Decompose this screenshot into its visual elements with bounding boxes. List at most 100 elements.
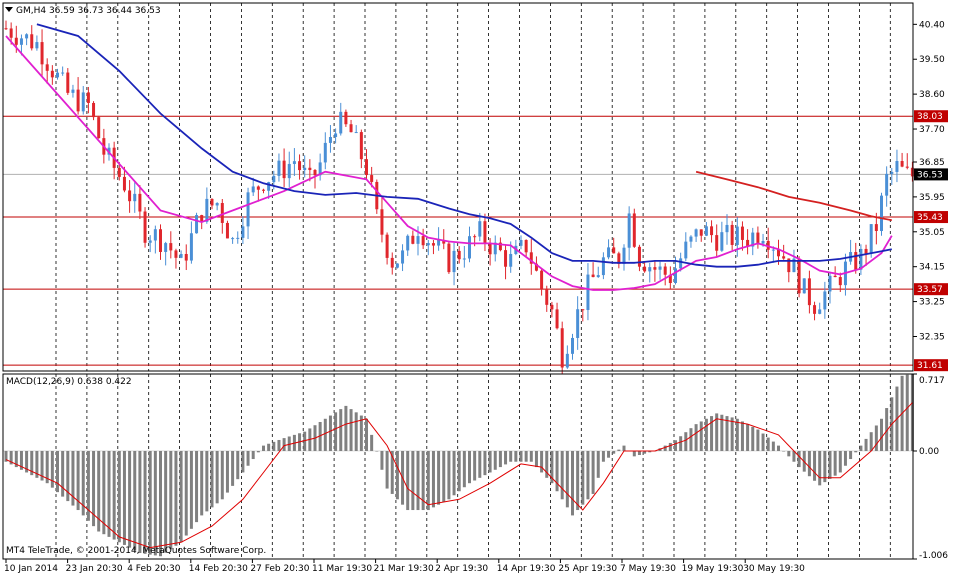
macd-bar (586, 450, 590, 500)
candle-body (581, 309, 585, 311)
candle-body (668, 274, 672, 284)
time-tick-label: 10 Jan 2014 (4, 564, 58, 574)
macd-bar (854, 450, 858, 453)
price-level-tag (914, 211, 948, 224)
macd-bar (205, 450, 209, 512)
macd-bar (14, 450, 18, 468)
macd-bar (385, 450, 389, 489)
candle-body (66, 72, 70, 93)
candle-body (262, 189, 265, 191)
candle-body (19, 38, 23, 45)
moving-averages (5, 23, 893, 291)
macd-bar (179, 450, 183, 543)
macd-bar (66, 450, 70, 502)
macd-tick-label: 0.717 (919, 376, 945, 386)
price-tick-label: 40.40 (919, 20, 945, 30)
time-tick-label: 2 Apr 19:30 (435, 564, 488, 574)
macd-bar (35, 450, 39, 478)
macd-bar (843, 450, 847, 466)
macd-bar (437, 450, 441, 505)
candle-body (632, 213, 636, 247)
candle-body (885, 173, 889, 196)
candle-body (251, 186, 255, 193)
macd-bar (97, 450, 101, 532)
macd-bar (766, 437, 770, 451)
candle-body (9, 28, 13, 38)
macd-bar (452, 450, 456, 496)
macd-bar (225, 450, 229, 493)
macd-bar (468, 450, 471, 484)
candle-body (30, 34, 34, 49)
moving-average-line (5, 35, 893, 291)
price-axis[interactable]: 40.40 39.50 38.60 37.70 36.85 35.95 35.05 34.15… (913, 20, 948, 561)
macd-bar (751, 426, 755, 451)
macd-bar (169, 450, 173, 550)
candle-body (782, 256, 786, 259)
macd-bar (869, 432, 873, 451)
macd-bar (344, 405, 348, 451)
candle-body (571, 337, 574, 354)
candle-body (756, 232, 760, 244)
price-tick-label: 36.85 (919, 158, 945, 168)
macd-bar (282, 438, 286, 451)
candle-body (890, 171, 894, 174)
macd-bar (735, 418, 739, 451)
candle-body (220, 203, 224, 223)
candle-body (14, 37, 18, 45)
candle-body (385, 234, 389, 258)
candle-body (534, 263, 538, 271)
candle-body (771, 249, 775, 251)
candle-body (359, 132, 363, 160)
macd-bar (143, 450, 147, 554)
candle-body (679, 258, 683, 269)
macd-bar (885, 408, 889, 451)
candle-body (823, 291, 827, 310)
macd-bar (287, 436, 291, 451)
candle-body (452, 250, 456, 273)
candle-body (246, 192, 250, 227)
candle-body (900, 161, 904, 167)
macd-bar (689, 428, 693, 451)
candle-body (869, 224, 873, 254)
candle-body (344, 111, 348, 125)
candle-body (267, 182, 271, 191)
macd-bar (236, 450, 240, 480)
candle-body (807, 278, 811, 306)
horizontal-levels[interactable]: 38.03 35.43 33.57 31.61 36.53 (3, 110, 948, 372)
candle-body (910, 167, 914, 177)
macd-bar (328, 415, 332, 451)
moving-average-line (36, 23, 892, 268)
candle-body (272, 175, 276, 183)
macd-bar (174, 450, 178, 546)
candle-body (529, 252, 533, 264)
macd-bar (694, 424, 698, 451)
candle-body (663, 266, 667, 275)
triangle-down-icon[interactable] (5, 7, 13, 12)
candle-body (225, 222, 229, 239)
macd-bar (431, 450, 435, 508)
macd-bar (153, 450, 157, 556)
candle-body (653, 267, 657, 270)
candle-body (298, 161, 302, 171)
time-axis[interactable]: 10 Jan 2014 23 Jan 20:30 4 Feb 20:30 14 Feb… (4, 559, 805, 574)
macd-bar (406, 450, 410, 511)
candle-body (504, 250, 508, 267)
price-tick-label: 34.15 (919, 263, 945, 273)
macd-bar (447, 450, 451, 500)
candle-body (390, 257, 394, 268)
candle-body (468, 236, 471, 259)
candle-body (720, 232, 724, 251)
macd-bar (607, 450, 611, 458)
candle-body (354, 132, 358, 134)
candle-body (797, 258, 801, 294)
macd-bar (462, 450, 466, 488)
macd-bar (256, 450, 260, 453)
candle-body (313, 170, 317, 176)
macd-bar (421, 450, 425, 511)
macd-bar (550, 450, 554, 484)
macd-bar (910, 373, 914, 451)
candle-body (35, 42, 39, 49)
macd-bar (457, 450, 461, 492)
candle-body (565, 353, 569, 368)
